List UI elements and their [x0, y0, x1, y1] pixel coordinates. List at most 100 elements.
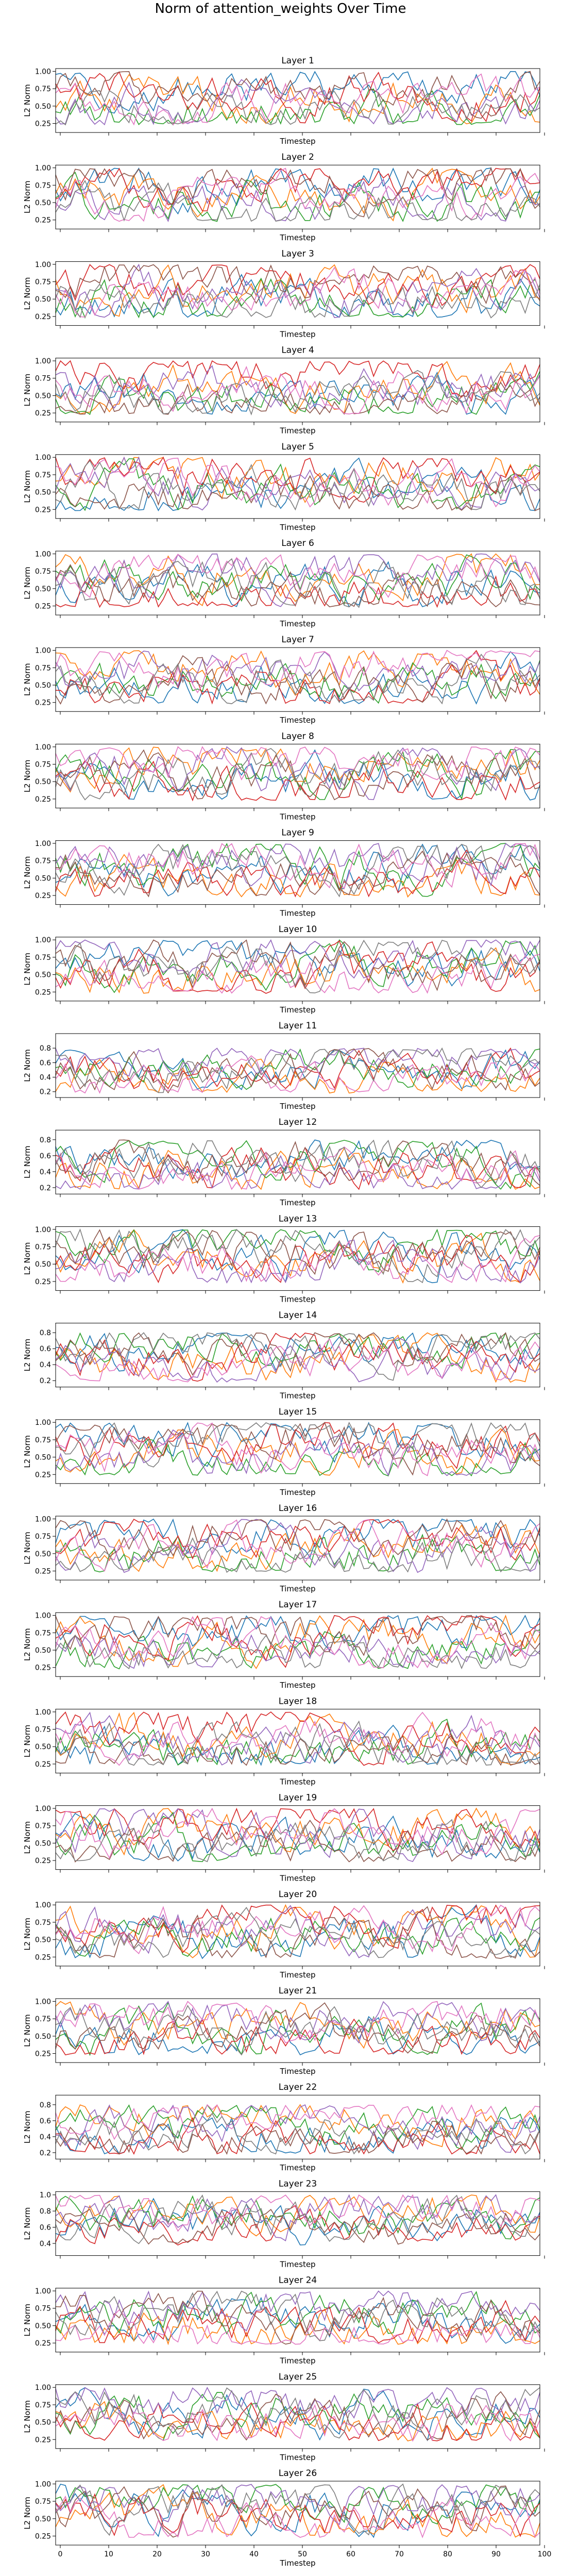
subplot-title: Layer 23: [279, 2179, 317, 2189]
y-tick-label: 0.75: [35, 1725, 51, 1734]
series-line-3: [55, 2104, 540, 2150]
x-tick-label: 10: [104, 2550, 113, 2558]
series-line-1: [55, 2297, 540, 2344]
subplot-title: Layer 17: [279, 1600, 317, 1610]
subplot-layer-7: Layer 7 0.25 0.50 0.75 1.00 Timestep L2 Norm: [23, 635, 545, 725]
axes-frame: [55, 937, 540, 1002]
subplot-layer-25: Layer 25 0.25 0.50 0.75 1.00 Timestep L2 Norm: [23, 2372, 545, 2462]
y-tick-label: 0.25: [35, 1953, 51, 1962]
y-tick-label: 0.75: [35, 1822, 51, 1831]
x-axis-label: Timestep: [279, 426, 315, 436]
subplot-layer-22: Layer 22 0.2 0.4 0.6 0.8 Timestep L2 Norm: [23, 2082, 545, 2172]
x-axis-label: Timestep: [279, 1874, 315, 1883]
x-axis-label: Timestep: [279, 2259, 315, 2269]
subplot-layer-2: Layer 2 0.25 0.50 0.75 1.00 Timestep L2 Norm: [23, 152, 545, 242]
series-line-4: [55, 360, 540, 402]
y-tick-label: 0.6: [40, 2223, 51, 2232]
y-tick-label: 0.25: [35, 2436, 51, 2444]
y-tick-label: 0.2: [40, 2149, 51, 2157]
y-axis-label: L2 Norm: [23, 663, 32, 696]
y-tick-label: 0.6: [40, 1059, 51, 1067]
series-line-8: [55, 1907, 540, 1958]
series-line-3: [55, 277, 540, 319]
y-axis-label: L2 Norm: [23, 2014, 32, 2047]
series-line-6: [55, 2002, 540, 2054]
y-tick-label: 0.75: [35, 664, 51, 672]
y-tick-label: 0.2: [40, 1088, 51, 1096]
y-tick-label: 1.00: [35, 550, 51, 558]
x-tick-label: 70: [395, 2550, 404, 2558]
subplot-layer-5: Layer 5 0.25 0.50 0.75 1.00 Timestep L2 Norm: [23, 442, 545, 532]
y-tick-label: 1.00: [35, 164, 51, 173]
y-axis-label: L2 Norm: [23, 374, 32, 407]
series-line-6: [55, 2208, 540, 2245]
y-tick-label: 0.25: [35, 892, 51, 900]
series-line-8: [55, 90, 540, 126]
axes-frame: [55, 1902, 540, 1967]
y-tick-label: 1.00: [35, 840, 51, 848]
axes-frame: [55, 1805, 540, 1870]
series-line-6: [55, 1422, 540, 1476]
series-line-7: [55, 365, 540, 414]
subplot-title: Layer 16: [279, 1503, 317, 1514]
subplot-layer-19: Layer 19 0.25 0.50 0.75 1.00 Timestep L2 Norm: [23, 1793, 545, 1883]
series-line-2: [55, 456, 540, 505]
series-line-1: [55, 2387, 540, 2441]
series-line-7: [55, 1616, 540, 1669]
subplot-layer-12: Layer 12 0.2 0.4 0.6 0.8 Timestep L2 Norm: [23, 1117, 545, 1207]
y-tick-label: 1.00: [35, 261, 51, 269]
x-tick-label: 60: [346, 2550, 355, 2558]
y-tick-label: 0.50: [35, 392, 51, 400]
series-line-7: [55, 2309, 540, 2345]
series-line-5: [55, 1429, 540, 1476]
series-line-1: [55, 274, 540, 319]
y-tick-label: 0.25: [35, 2050, 51, 2058]
y-tick-label: 0.75: [35, 1436, 51, 1444]
y-axis-label: L2 Norm: [23, 953, 32, 986]
y-tick-label: 0.25: [35, 795, 51, 804]
figure-title: Norm of attention_weights Over Time: [155, 1, 406, 16]
series-line-3: [55, 88, 540, 126]
series-line-7: [55, 73, 540, 126]
axes-frame: [55, 2481, 540, 2546]
subplot-layer-17: Layer 17 0.25 0.50 0.75 1.00 Timestep L2 Norm: [23, 1600, 545, 1690]
series-line-2: [55, 361, 540, 414]
series-line-4: [55, 1615, 540, 1668]
subplot-title: Layer 6: [281, 538, 314, 549]
series-line-1: [55, 1229, 540, 1284]
y-axis-label: L2 Norm: [23, 1242, 32, 1275]
y-tick-label: 0.25: [35, 1471, 51, 1479]
y-tick-label: 0.75: [35, 568, 51, 576]
x-axis-label: Timestep: [279, 1102, 315, 1111]
series-line-5: [55, 456, 540, 511]
y-axis-label: L2 Norm: [23, 2304, 32, 2337]
y-tick-label: 0.2: [40, 1377, 51, 1385]
y-tick-label: 0.50: [35, 2322, 51, 2330]
y-axis-label: L2 Norm: [23, 2207, 32, 2240]
y-tick-label: 0.8: [40, 1136, 51, 1144]
subplot-title: Layer 11: [279, 1021, 317, 1031]
series-line-7: [55, 1711, 540, 1766]
series-line-2: [55, 2308, 540, 2346]
y-tick-label: 1.00: [35, 1805, 51, 1813]
y-tick-label: 0.25: [35, 1278, 51, 1286]
x-axis-label: Timestep: [279, 233, 315, 242]
x-axis-label: Timestep: [279, 523, 315, 532]
y-tick-label: 1.00: [35, 1612, 51, 1620]
axes-frame: [55, 1708, 540, 1773]
y-tick-label: 0.50: [35, 1454, 51, 1462]
y-tick-label: 0.8: [40, 2207, 51, 2216]
series-line-4: [55, 1711, 540, 1766]
subplot-title: Layer 26: [279, 2468, 317, 2479]
series-line-8: [55, 1634, 540, 1670]
series-line-6: [55, 564, 540, 608]
series-line-8: [55, 1720, 540, 1766]
y-tick-label: 1.00: [35, 1901, 51, 1909]
y-tick-label: 0.75: [35, 2401, 51, 2409]
series-line-7: [55, 457, 540, 508]
series-line-4: [55, 1235, 540, 1284]
x-axis-label: Timestep: [279, 1970, 315, 1980]
series-line-6: [55, 2391, 540, 2441]
y-tick-label: 0.25: [35, 602, 51, 610]
series-line-6: [55, 2290, 540, 2345]
